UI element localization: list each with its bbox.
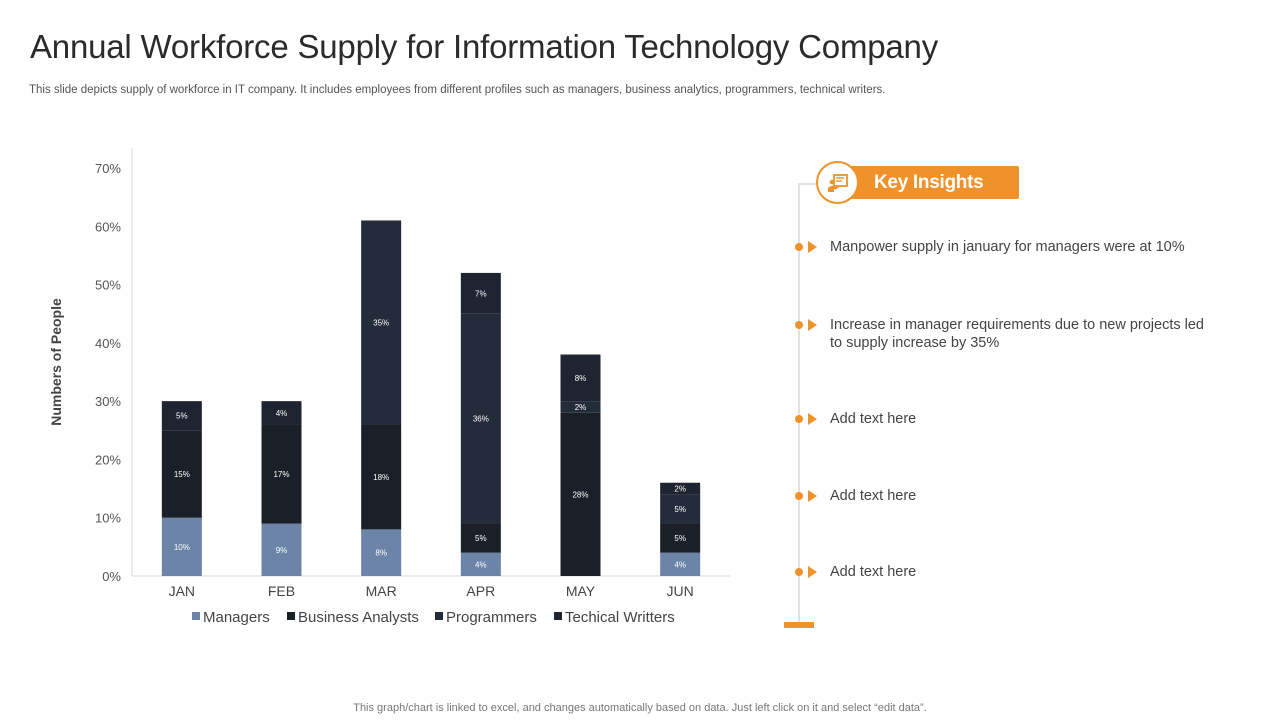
- data-label: 35%: [373, 318, 389, 327]
- x-tick-label: JUN: [667, 583, 694, 599]
- legend-label-business-analysts: Business Analysts: [298, 609, 419, 626]
- arrow-right-icon: [808, 241, 817, 253]
- bar-managers-jun: [660, 552, 701, 576]
- legend-label-programmers: Programmers: [446, 609, 537, 626]
- arrow-right-icon: [808, 490, 817, 502]
- bar-programmers-jun: [660, 494, 701, 524]
- bar-business-analysts-jan: [161, 430, 202, 518]
- bullet-dot-icon: [795, 415, 803, 423]
- data-label: 17%: [273, 470, 289, 479]
- legend-label-techical-writters: Techical Writters: [565, 609, 675, 626]
- y-tick-label: 0%: [102, 569, 121, 584]
- bar-business-analysts-may: [560, 412, 601, 576]
- y-tick-label: 10%: [95, 511, 121, 526]
- insights-timeline: [798, 183, 800, 624]
- data-label: 36%: [473, 415, 489, 424]
- y-axis-title: Numbers of People: [48, 298, 64, 426]
- y-tick-label: 20%: [95, 452, 121, 467]
- bar-managers-mar: [361, 529, 402, 576]
- x-tick-label: APR: [466, 583, 495, 599]
- data-label: 5%: [176, 412, 188, 421]
- insights-bottom-bar: [784, 622, 814, 628]
- data-label: 8%: [375, 549, 387, 558]
- bullet-dot-icon: [795, 321, 803, 329]
- bar-programmers-may: [560, 401, 601, 413]
- key-insights-header: Key Insights: [828, 166, 1019, 199]
- legend-label-managers: Managers: [203, 609, 270, 626]
- bar-business-analysts-mar: [361, 424, 402, 530]
- bar-business-analysts-feb: [261, 424, 302, 524]
- bar-techical-writters-jun: [660, 482, 701, 495]
- y-tick-label: 40%: [95, 336, 121, 351]
- data-label: 4%: [475, 560, 487, 569]
- bar-managers-apr: [460, 552, 501, 576]
- x-tick-label: JAN: [169, 583, 195, 599]
- bar-programmers-apr: [460, 313, 501, 524]
- footer-note: This graph/chart is linked to excel, and…: [353, 702, 927, 714]
- legend-swatch-techical-writters: [554, 612, 562, 620]
- bullet-dot-icon: [795, 243, 803, 251]
- bullet-dot-icon: [795, 492, 803, 500]
- insight-text: Add text here: [830, 411, 917, 427]
- data-label: 8%: [575, 374, 587, 383]
- data-label: 7%: [475, 289, 487, 298]
- bar-business-analysts-apr: [460, 523, 501, 553]
- bar-business-analysts-jun: [660, 523, 701, 553]
- insight-text: Manpower supply in january for managers …: [830, 239, 1185, 255]
- data-label: 18%: [373, 473, 389, 482]
- bar-managers-feb: [261, 523, 302, 576]
- bar-techical-writters-jan: [161, 401, 202, 431]
- data-label: 5%: [674, 505, 686, 514]
- data-label: 5%: [674, 534, 686, 543]
- y-tick-label: 70%: [95, 161, 121, 176]
- arrow-right-icon: [808, 413, 817, 425]
- page-subtitle: This slide depicts supply of workforce i…: [29, 84, 886, 96]
- bar-techical-writters-feb: [261, 401, 302, 425]
- data-label: 4%: [276, 409, 288, 418]
- legend-swatch-business-analysts: [287, 612, 295, 620]
- bar-managers-jan: [161, 517, 202, 576]
- bar-programmers-mar: [361, 220, 402, 425]
- bullet-dot-icon: [795, 568, 803, 576]
- page-title: Annual Workforce Supply for Information …: [30, 28, 939, 65]
- arrow-right-icon: [808, 566, 817, 578]
- insight-text: Add text here: [830, 488, 917, 504]
- presentation-board-icon: [816, 161, 859, 204]
- arrow-right-icon: [808, 319, 817, 331]
- y-tick-label: 60%: [95, 219, 121, 234]
- data-label: 15%: [174, 470, 190, 479]
- data-label: 2%: [575, 403, 587, 412]
- data-label: 10%: [174, 543, 190, 552]
- data-label: 9%: [276, 546, 288, 555]
- legend-swatch-programmers: [435, 612, 443, 620]
- x-tick-label: FEB: [268, 583, 295, 599]
- insights-timeline-cap: [798, 183, 820, 185]
- x-tick-label: MAR: [366, 583, 397, 599]
- key-insights-label: Key Insights: [874, 172, 984, 193]
- data-label: 2%: [674, 485, 686, 494]
- data-label: 4%: [674, 560, 686, 569]
- bar-techical-writters-apr: [460, 272, 501, 314]
- y-tick-label: 50%: [95, 278, 121, 293]
- stacked-bar-chart[interactable]: 0% 10% 20% 30% 40% 50% 60% 70% Numbers of People…: [0, 0, 770, 650]
- data-label: 28%: [572, 490, 588, 499]
- insight-text: Add text here: [830, 564, 917, 580]
- x-tick-label: MAY: [566, 583, 596, 599]
- y-tick-label: 30%: [95, 394, 121, 409]
- insight-text: Increase in manager requirements due to …: [830, 317, 1204, 351]
- legend-swatch-managers: [192, 612, 200, 620]
- data-label: 5%: [475, 534, 487, 543]
- bar-techical-writters-may: [560, 354, 601, 402]
